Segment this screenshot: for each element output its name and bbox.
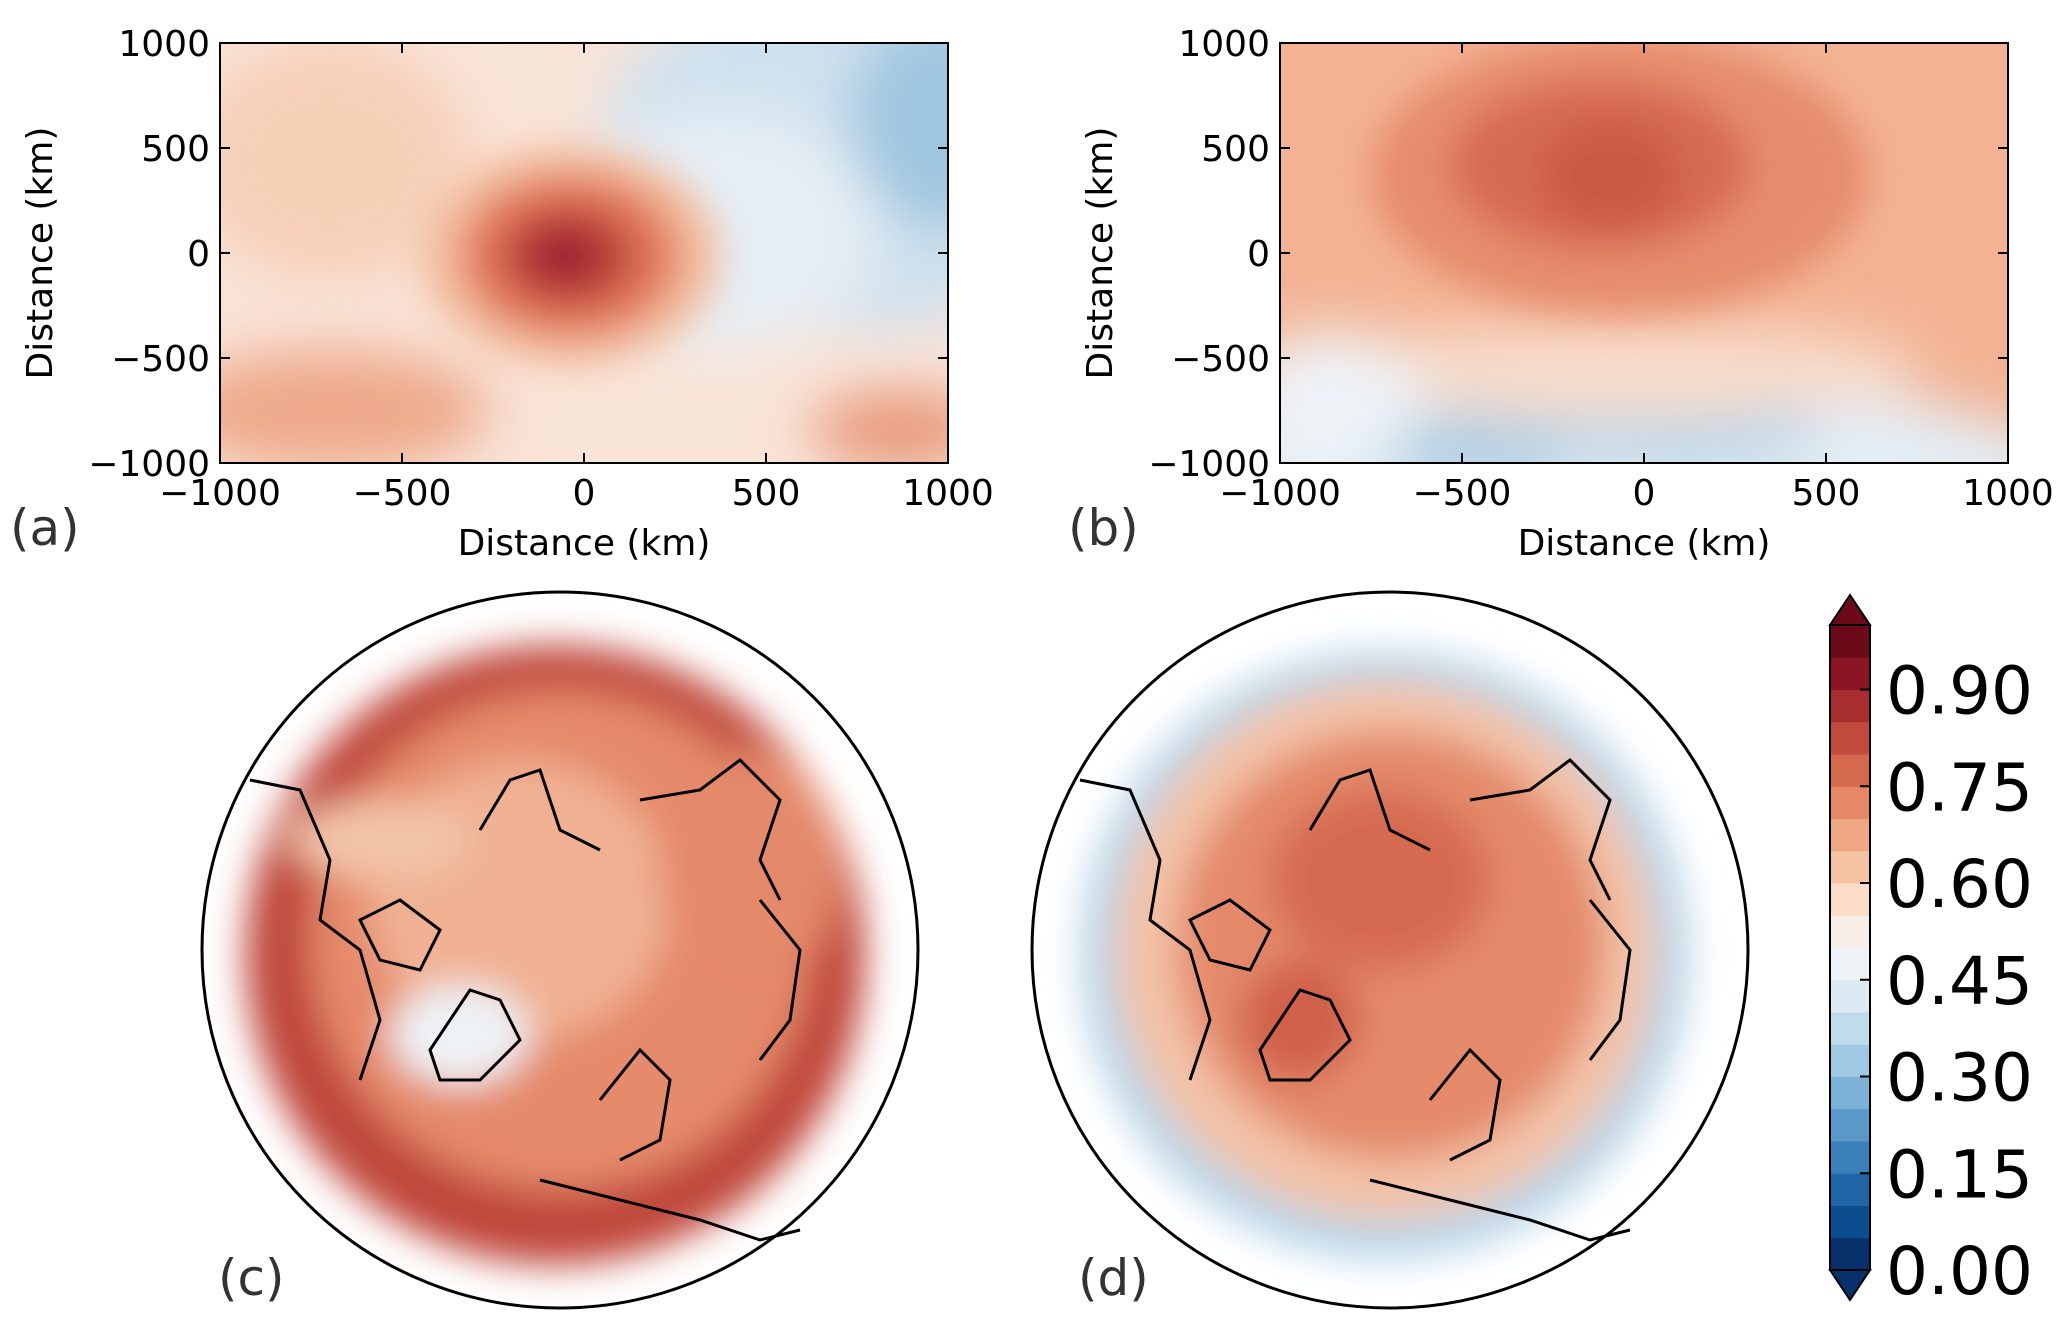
colorbar-tick-label: 0.45 (1886, 943, 2033, 1020)
colorbar-segment (1830, 883, 1870, 916)
panel-a: −1000 −500 0 500 1000 1000 500 0 −500 −1000 Dista… (10, 24, 994, 564)
panel-label-d: (d) (1078, 1249, 1149, 1307)
colorbar-tick-label: 0.00 (1886, 1233, 2033, 1310)
ylabel-b: Distance (km) (1080, 127, 1121, 380)
colorbar-segment (1830, 979, 1870, 1013)
ylabel-a: Distance (km) (20, 127, 61, 380)
colorbar-segment (1830, 850, 1870, 884)
xtick-label-b: −1000 (1219, 473, 1341, 514)
ytick-label-a: 0 (187, 234, 210, 275)
peak-a (420, 146, 720, 366)
panel-label-a: (a) (10, 499, 80, 557)
peak-b (1370, 43, 1870, 315)
colorbar-extend-max (1828, 593, 1872, 626)
ytick-label-a: 1000 (118, 24, 210, 65)
colorbar-segment (1830, 625, 1870, 658)
ytick-label-a: 500 (141, 129, 210, 170)
panel-label-c: (c) (218, 1249, 285, 1307)
colorbar-tick-label: 0.15 (1886, 1136, 2033, 1213)
polar-field-c (202, 592, 918, 1308)
colorbar-extend-min (1828, 1269, 1872, 1302)
colorbar-segment (1830, 721, 1870, 755)
xtick-label-b: 1000 (1962, 473, 2054, 514)
panel-label-b: (b) (1068, 499, 1139, 557)
colorbar-segment (1830, 1108, 1870, 1142)
map-boundary-c (200, 590, 920, 1310)
colorbar-segment (1830, 689, 1870, 723)
colorbar-segment (1830, 1012, 1870, 1045)
ytick-label-b: 0 (1247, 234, 1270, 275)
ytick-label-a: −500 (111, 339, 210, 380)
ytick-label-b: 1000 (1178, 24, 1270, 65)
xtick-label-a: −1000 (159, 473, 281, 514)
colorbar-tick-label: 0.30 (1886, 1040, 2033, 1117)
panel-c: (c) (200, 590, 920, 1310)
colorbar-segment (1830, 1044, 1870, 1077)
heatmap-b (1280, 43, 2008, 463)
colorbar-segment (1830, 1173, 1870, 1206)
colorbar-segment (1830, 818, 1870, 852)
axes-b: −1000 −500 0 500 1000 1000 500 0 −500 −1000 (1148, 24, 2054, 514)
colorbar-segment (1830, 786, 1870, 819)
colorbar-segment (1830, 754, 1870, 787)
colorbar-segment (1830, 1076, 1870, 1110)
colorbar-tick-label: 0.75 (1886, 749, 2033, 826)
colorbar-segment (1830, 1205, 1870, 1239)
xtick-label-b: −500 (1413, 473, 1512, 514)
xtick-label-a: 1000 (902, 473, 994, 514)
xtick-label-a: 500 (732, 473, 801, 514)
xtick-label-a: 0 (573, 473, 596, 514)
colorbar-segment (1830, 657, 1870, 690)
map-boundary-d (1030, 590, 1750, 1310)
colorbar-segment (1830, 915, 1870, 948)
heatmap-a (220, 43, 948, 463)
xlabel-b: Distance (km) (1518, 523, 1771, 564)
axes-a: −1000 −500 0 500 1000 1000 500 0 −500 −1000 (88, 24, 994, 514)
ytick-label-b: −500 (1171, 339, 1270, 380)
xtick-label-b: 500 (1792, 473, 1861, 514)
colorbar-frame (1829, 624, 1871, 1271)
xtick-label-a: −500 (353, 473, 452, 514)
polar-field-d (1032, 592, 1748, 1308)
xtick-label-b: 0 (1633, 473, 1656, 514)
colorbar-segment (1830, 1237, 1870, 1271)
colorbar: 0.90 0.75 0.60 0.45 0.30 0.15 0.00 (1828, 593, 2033, 1310)
colorbar-segment (1830, 1141, 1870, 1174)
ytick-label-b: −1000 (1148, 444, 1270, 485)
colorbar-segment (1830, 947, 1870, 981)
panel-d: (d) (1030, 590, 1750, 1310)
panel-b: −1000 −500 0 500 1000 1000 500 0 −500 −1000 Dista… (1068, 24, 2054, 564)
ytick-label-a: −1000 (88, 444, 210, 485)
colorbar-tick-label: 0.90 (1886, 653, 2033, 730)
coastlines-d (1079, 758, 1632, 1242)
xlabel-a: Distance (km) (458, 523, 711, 564)
ytick-label-b: 500 (1201, 129, 1270, 170)
colorbar-tick-label: 0.60 (1886, 846, 2033, 923)
